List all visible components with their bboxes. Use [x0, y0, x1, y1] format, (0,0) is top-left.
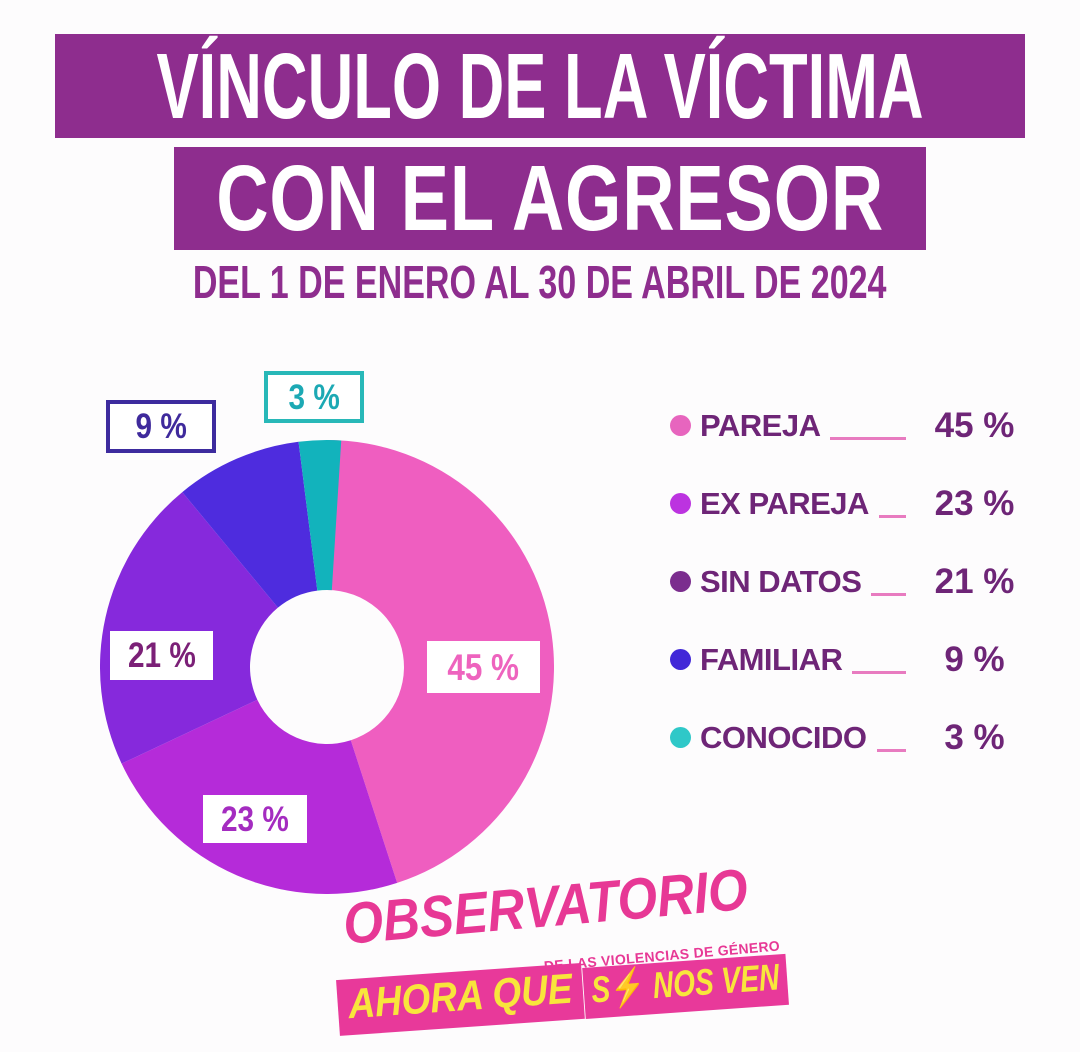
legend-value: 23 %	[934, 483, 1015, 523]
slice-label-sindatos: 21 %	[110, 631, 213, 680]
slice-sin-datos	[100, 492, 278, 764]
legend-value: 45 %	[934, 405, 1015, 445]
legend-row-familiar: FAMILIAR 9 %	[670, 620, 1027, 698]
title-banner-line2: CON EL AGRESOR	[174, 147, 926, 250]
observatorio-logo: OBSERVATORIO DE LAS VIOLENCIAS DE GÉNERO…	[336, 857, 789, 1050]
legend-row-expareja: EX PAREJA 23 %	[670, 464, 1027, 542]
legend-value: 3 %	[944, 717, 1005, 757]
legend-leader-line	[876, 748, 906, 752]
page-title-line1: VÍNCULO DE LA VÍCTIMA	[156, 33, 924, 138]
legend-dot-conocido-icon	[670, 726, 691, 748]
logo-slogan-left: AHORA QUE	[336, 962, 585, 1036]
title-banner-line1: VÍNCULO DE LA VÍCTIMA	[55, 34, 1025, 138]
legend-row-sindatos: SIN DATOS 21 %	[670, 542, 1027, 620]
legend-leader-line	[852, 670, 906, 674]
slice-label-expareja: 23 %	[203, 795, 307, 843]
date-range-subtitle: DEL 1 DE ENERO AL 30 DE ABRIL DE 2024	[193, 256, 887, 308]
slice-familiar	[182, 441, 318, 608]
legend-label: EX PAREJA	[700, 485, 869, 521]
legend-value: 21 %	[934, 561, 1015, 601]
legend-leader-line	[878, 514, 906, 518]
legend-value: 9 %	[944, 639, 1005, 679]
legend-dot-familiar-icon	[670, 648, 691, 670]
page-title-line2: CON EL AGRESOR	[216, 146, 884, 250]
legend-dot-pareja-icon	[670, 414, 691, 436]
legend-dot-sindatos-icon	[670, 570, 691, 592]
donut-chart	[100, 440, 554, 894]
slice-label-pareja: 45 %	[427, 641, 540, 693]
slice-label-conocido: 3 %	[264, 371, 364, 423]
lightning-bolt-icon: ⚡	[608, 965, 647, 1010]
legend-label: PAREJA	[700, 407, 821, 443]
slice-conocido	[298, 440, 342, 591]
legend-leader-line	[830, 436, 906, 440]
legend-label: FAMILIAR	[700, 641, 843, 677]
legend-row-conocido: CONOCIDO 3 %	[670, 698, 1027, 776]
slice-label-familiar: 9 %	[106, 400, 216, 453]
legend-dot-expareja-icon	[670, 492, 691, 514]
legend-row-pareja: PAREJA 45 %	[670, 386, 1027, 464]
legend-leader-line	[871, 592, 906, 596]
legend-label: SIN DATOS	[700, 563, 862, 599]
legend-label: CONOCIDO	[700, 719, 867, 755]
chart-legend: PAREJA 45 % EX PAREJA 23 % SIN DATOS 21 …	[670, 386, 1027, 776]
